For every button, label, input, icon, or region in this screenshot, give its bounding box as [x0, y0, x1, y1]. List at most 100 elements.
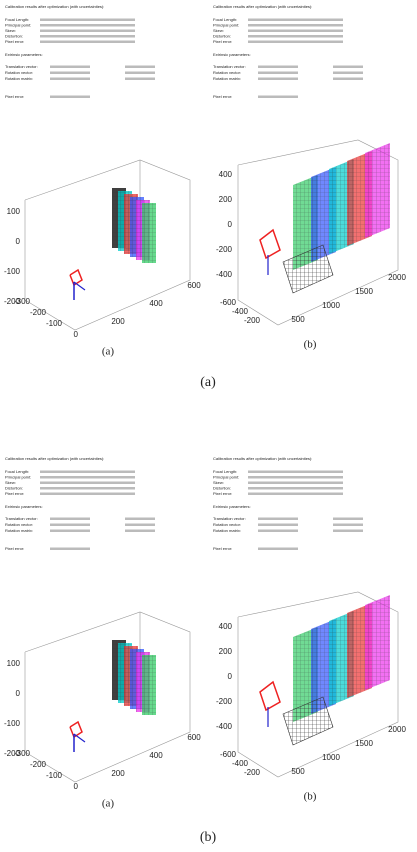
param-values [248, 24, 343, 27]
param-label: Translation vector: [213, 516, 246, 521]
z-tick-label: 200 [219, 195, 233, 204]
param-label: Pixel error: [5, 546, 24, 551]
param-label: Distortion: [213, 34, 231, 39]
checkerboard-grid [142, 655, 156, 715]
x-tick-label: -200 [244, 316, 261, 325]
z-tick-label: -400 [216, 722, 233, 731]
x-tick-label: -600 [220, 298, 237, 307]
subplot-label: (b) [304, 339, 317, 351]
param-values [258, 66, 298, 69]
param-label: Principal point: [213, 23, 239, 28]
z-tick-label: 0 [16, 237, 21, 246]
subplot-label: (a) [102, 798, 115, 810]
y-tick-label: 1500 [355, 287, 373, 296]
z-tick-label: 0 [228, 220, 233, 229]
param-values [40, 471, 135, 474]
param-label: Focal Length: [5, 17, 29, 22]
x-tick-label: -100 [46, 319, 63, 328]
param-values [50, 530, 90, 533]
param-values [125, 78, 155, 81]
param-values [50, 66, 90, 69]
param-label: Translation vector: [213, 64, 246, 69]
param-label: Rotation matrix: [5, 76, 33, 81]
z-tick-label: 0 [228, 672, 233, 681]
z-tick-label: -400 [216, 270, 233, 279]
param-values [248, 35, 343, 38]
param-values [50, 78, 90, 81]
x-tick-label: -200 [30, 760, 47, 769]
param-values [125, 518, 155, 521]
param-label: Pixel error: [213, 94, 232, 99]
param-values [40, 19, 135, 22]
x-tick-label: -200 [30, 308, 47, 317]
y-tick-label: 500 [291, 767, 305, 776]
y-tick-label: 200 [111, 769, 125, 778]
param-values [125, 72, 155, 75]
param-values [50, 524, 90, 527]
param-label: Rotation vector: [5, 70, 33, 75]
extrinsic-title: Extrinsic parameters: [5, 504, 43, 509]
y-tick-label: 2000 [388, 725, 406, 734]
y-tick-label: 600 [187, 733, 201, 742]
z-tick-label: 100 [7, 207, 21, 216]
z-tick-label: 0 [16, 689, 21, 698]
x-tick-label: -200 [244, 768, 261, 777]
y-tick-label: 1000 [322, 301, 340, 310]
y-tick-label: 500 [291, 315, 305, 324]
x-tick-label: -400 [232, 759, 249, 768]
param-values [258, 78, 298, 81]
param-values [40, 24, 135, 27]
param-values [125, 530, 155, 533]
param-values [125, 66, 155, 69]
param-label: Focal Length: [213, 469, 237, 474]
param-values [50, 548, 90, 551]
camera [260, 230, 280, 258]
z-tick-label: 100 [7, 659, 21, 668]
param-label: Pixel error: [5, 39, 24, 44]
param-values [40, 476, 135, 479]
param-values [258, 96, 298, 99]
param-label: Distortion: [5, 34, 23, 39]
x-tick-label: 0 [74, 330, 79, 339]
param-values [258, 72, 298, 75]
param-values [333, 78, 363, 81]
param-label: Distortion: [213, 486, 231, 491]
param-values [248, 493, 343, 496]
param-values [40, 35, 135, 38]
param-label: Skew: [213, 480, 224, 485]
axis-box [25, 160, 190, 330]
y-tick-label: 2000 [388, 273, 406, 282]
param-label: Rotation vector: [213, 70, 241, 75]
camera-axis [74, 282, 85, 290]
checkerboard-grid [365, 595, 390, 690]
z-tick-label: -100 [4, 267, 21, 276]
z-tick-label: -100 [4, 719, 21, 728]
results-title: Calibration results after optimization (… [213, 456, 312, 461]
results-title: Calibration results after optimization (… [213, 4, 312, 9]
param-values [248, 41, 343, 44]
param-values [40, 41, 135, 44]
param-values [248, 19, 343, 22]
camera-axis [74, 734, 85, 742]
param-label: Rotation matrix: [213, 528, 241, 533]
param-label: Pixel error: [213, 546, 232, 551]
x-tick-label: 0 [74, 782, 79, 791]
z-tick-label: -200 [216, 245, 233, 254]
param-values [50, 96, 90, 99]
param-values [333, 72, 363, 75]
z-tick-label: 200 [219, 647, 233, 656]
x-tick-label: -100 [46, 771, 63, 780]
extrinsic-title: Extrinsic parameters: [213, 504, 251, 509]
x-tick-label: -600 [220, 750, 237, 759]
y-tick-label: 600 [187, 281, 201, 290]
param-label: Translation vector: [5, 516, 38, 521]
x-tick-label: -300 [14, 749, 31, 758]
param-values [258, 530, 298, 533]
param-values [258, 518, 298, 521]
param-values [50, 518, 90, 521]
extrinsic-title: Extrinsic parameters: [213, 52, 251, 57]
checkerboard-grid [365, 143, 390, 238]
param-values [258, 548, 298, 551]
param-values [248, 487, 343, 490]
param-label: Pixel error: [5, 94, 24, 99]
